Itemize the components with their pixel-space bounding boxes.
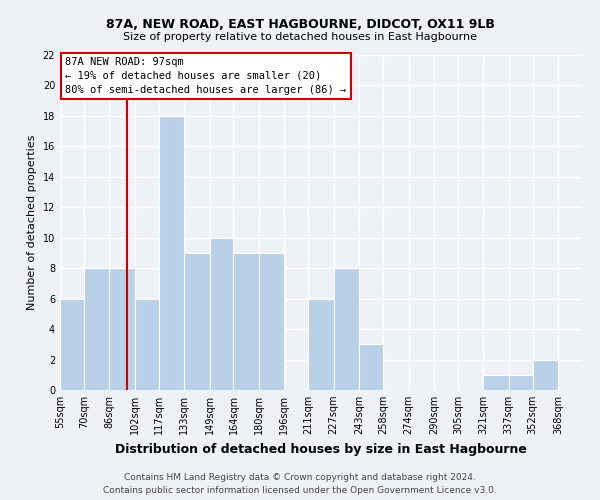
X-axis label: Distribution of detached houses by size in East Hagbourne: Distribution of detached houses by size … [115, 442, 527, 456]
Bar [209, 238, 233, 390]
Bar [259, 253, 284, 390]
Text: Contains HM Land Registry data © Crown copyright and database right 2024.
Contai: Contains HM Land Registry data © Crown c… [103, 474, 497, 495]
Bar [184, 253, 209, 390]
Text: Size of property relative to detached houses in East Hagbourne: Size of property relative to detached ho… [123, 32, 477, 42]
Bar [158, 116, 184, 390]
Bar [533, 360, 558, 390]
Bar [233, 253, 259, 390]
Bar [84, 268, 109, 390]
Bar [484, 375, 509, 390]
Bar [135, 298, 158, 390]
Bar [308, 298, 334, 390]
Bar [359, 344, 383, 390]
Text: 87A, NEW ROAD, EAST HAGBOURNE, DIDCOT, OX11 9LB: 87A, NEW ROAD, EAST HAGBOURNE, DIDCOT, O… [106, 18, 494, 30]
Bar [109, 268, 135, 390]
Bar [334, 268, 359, 390]
Text: 87A NEW ROAD: 97sqm
← 19% of detached houses are smaller (20)
80% of semi-detach: 87A NEW ROAD: 97sqm ← 19% of detached ho… [65, 56, 346, 94]
Y-axis label: Number of detached properties: Number of detached properties [27, 135, 37, 310]
Bar [509, 375, 533, 390]
Bar [60, 298, 84, 390]
